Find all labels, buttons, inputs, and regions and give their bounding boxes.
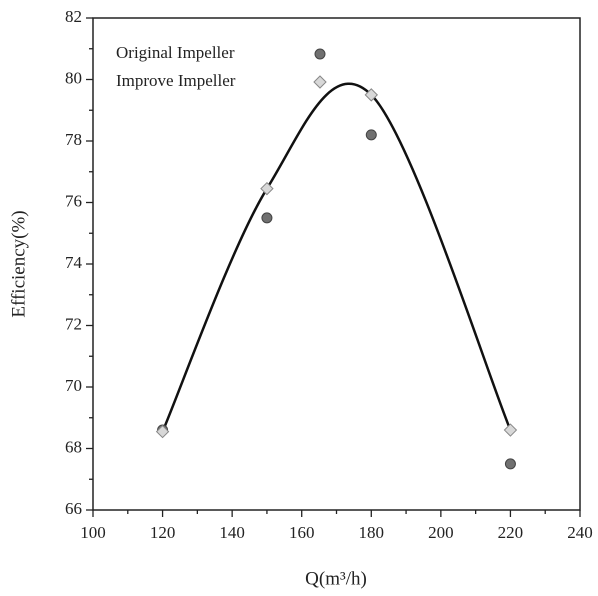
x-tick-label: 220	[498, 523, 524, 542]
y-tick-label: 66	[65, 499, 82, 518]
y-tick-label: 74	[65, 253, 83, 272]
y-tick-label: 82	[65, 7, 82, 26]
y-tick-label: 80	[65, 68, 82, 87]
circle-marker	[314, 48, 326, 60]
y-tick-label: 76	[65, 191, 82, 210]
y-tick-label: 70	[65, 376, 82, 395]
x-axis-label: Q(m³/h)	[305, 568, 367, 589]
circle-marker	[504, 458, 516, 470]
y-tick-label: 72	[65, 314, 82, 333]
x-tick-label: 180	[359, 523, 385, 542]
diamond-marker	[260, 181, 274, 196]
circle-marker	[365, 129, 377, 141]
x-tick-label: 200	[428, 523, 454, 542]
y-tick-label: 78	[65, 130, 82, 149]
plot-frame	[92, 17, 581, 511]
x-tick-label: 140	[219, 523, 245, 542]
diamond-marker	[364, 88, 378, 102]
legend-label: Improve Impeller	[116, 71, 236, 90]
y-axis-label: Efficiency(%)	[8, 210, 29, 317]
x-tick-label: 160	[289, 523, 315, 542]
diamond-marker	[155, 424, 170, 439]
x-tick-label: 100	[80, 523, 106, 542]
diamond-marker	[313, 75, 327, 89]
x-tick-label: 240	[567, 523, 593, 542]
diamond-marker	[503, 423, 518, 437]
fit-curve	[161, 82, 512, 433]
legend-label: Original Impeller	[116, 43, 235, 62]
x-tick-label: 120	[150, 523, 176, 542]
y-tick-label: 68	[65, 437, 82, 456]
circle-marker	[261, 212, 273, 224]
